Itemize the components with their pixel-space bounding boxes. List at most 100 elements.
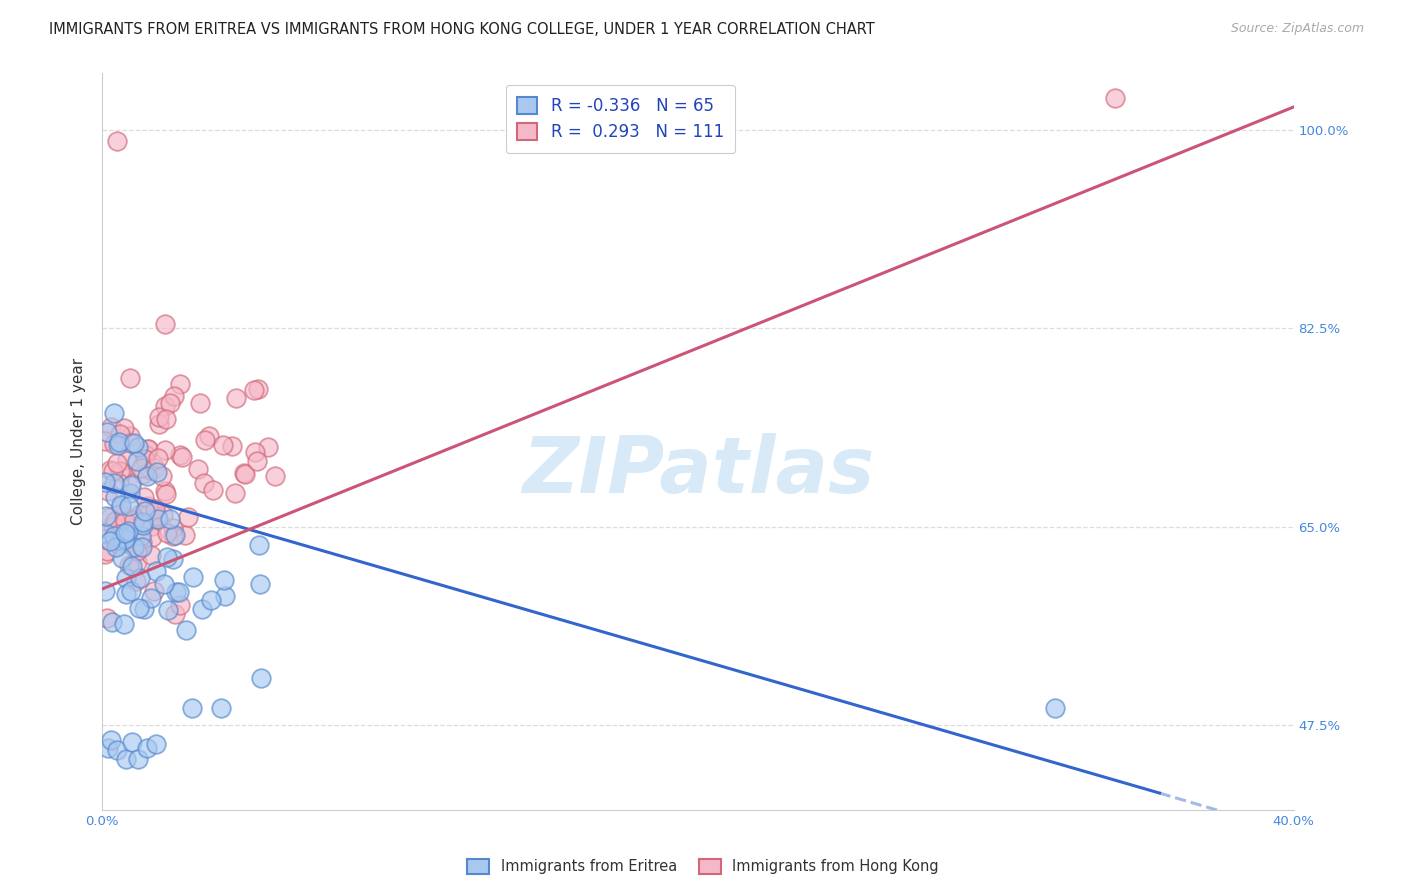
Point bbox=[110, 551, 132, 566]
Point bbox=[145, 564, 167, 578]
Point bbox=[249, 577, 271, 591]
Point bbox=[122, 540, 145, 554]
Point bbox=[132, 467, 155, 481]
Point bbox=[136, 442, 159, 456]
Point bbox=[115, 529, 138, 543]
Point bbox=[139, 591, 162, 605]
Point bbox=[97, 483, 120, 498]
Point bbox=[127, 752, 149, 766]
Point bbox=[101, 519, 124, 533]
Point bbox=[103, 437, 125, 451]
Point bbox=[100, 419, 122, 434]
Point bbox=[1045, 701, 1067, 715]
Point bbox=[155, 411, 177, 425]
Point bbox=[134, 452, 156, 467]
Point bbox=[257, 440, 280, 454]
Point bbox=[163, 607, 186, 621]
Point bbox=[105, 456, 128, 470]
Point bbox=[107, 537, 129, 551]
Point bbox=[118, 485, 141, 500]
Point bbox=[107, 476, 129, 491]
Point bbox=[115, 453, 138, 467]
Point bbox=[96, 425, 118, 440]
Point bbox=[132, 516, 155, 530]
Point bbox=[125, 555, 148, 569]
Point bbox=[112, 617, 135, 632]
Point bbox=[139, 505, 162, 519]
Point bbox=[165, 528, 187, 542]
Point bbox=[150, 468, 173, 483]
Point bbox=[162, 389, 184, 403]
Point bbox=[143, 502, 166, 516]
Point bbox=[104, 533, 127, 548]
Point bbox=[120, 429, 142, 443]
Point bbox=[103, 406, 125, 420]
Point bbox=[114, 525, 136, 540]
Point bbox=[110, 533, 132, 548]
Point bbox=[165, 584, 187, 599]
Point bbox=[134, 504, 156, 518]
Point bbox=[94, 475, 117, 490]
Point bbox=[122, 435, 145, 450]
Point bbox=[176, 624, 198, 638]
Point bbox=[105, 540, 128, 554]
Point bbox=[139, 513, 162, 527]
Point bbox=[245, 445, 267, 459]
Point bbox=[100, 534, 122, 549]
Legend: Immigrants from Eritrea, Immigrants from Hong Kong: Immigrants from Eritrea, Immigrants from… bbox=[461, 853, 945, 880]
Point bbox=[100, 732, 122, 747]
Point bbox=[264, 469, 287, 483]
Point bbox=[110, 498, 132, 512]
Point bbox=[110, 500, 132, 515]
Point bbox=[212, 574, 235, 588]
Point bbox=[118, 558, 141, 572]
Point bbox=[105, 134, 128, 148]
Text: Source: ZipAtlas.com: Source: ZipAtlas.com bbox=[1230, 22, 1364, 36]
Point bbox=[225, 391, 247, 405]
Point bbox=[146, 509, 169, 524]
Point bbox=[212, 438, 235, 452]
Point bbox=[198, 429, 221, 443]
Point bbox=[103, 464, 125, 478]
Point bbox=[121, 735, 143, 749]
Point bbox=[124, 574, 146, 588]
Point bbox=[135, 448, 157, 462]
Point bbox=[153, 318, 176, 332]
Point bbox=[143, 460, 166, 475]
Point bbox=[169, 598, 191, 612]
Point bbox=[115, 587, 138, 601]
Point bbox=[94, 583, 117, 598]
Point bbox=[146, 466, 169, 480]
Point bbox=[132, 601, 155, 615]
Point bbox=[98, 509, 121, 524]
Point bbox=[101, 615, 124, 629]
Point bbox=[125, 544, 148, 558]
Point bbox=[180, 701, 202, 715]
Point bbox=[129, 461, 152, 475]
Point bbox=[136, 499, 159, 513]
Point bbox=[152, 577, 174, 591]
Point bbox=[110, 464, 132, 478]
Point bbox=[152, 508, 174, 522]
Y-axis label: College, Under 1 year: College, Under 1 year bbox=[72, 358, 86, 525]
Point bbox=[103, 475, 125, 490]
Point bbox=[127, 454, 149, 468]
Point bbox=[169, 449, 191, 463]
Point bbox=[107, 532, 129, 546]
Point bbox=[187, 462, 209, 476]
Point bbox=[104, 514, 127, 528]
Point bbox=[155, 399, 177, 413]
Point bbox=[128, 600, 150, 615]
Point bbox=[103, 490, 125, 504]
Point bbox=[146, 450, 169, 465]
Point bbox=[242, 383, 264, 397]
Point bbox=[181, 570, 204, 584]
Point bbox=[162, 521, 184, 535]
Point bbox=[112, 508, 135, 523]
Point bbox=[250, 671, 273, 685]
Point bbox=[96, 509, 118, 524]
Point bbox=[188, 396, 211, 410]
Point bbox=[170, 450, 193, 464]
Point bbox=[142, 584, 165, 599]
Point bbox=[159, 396, 181, 410]
